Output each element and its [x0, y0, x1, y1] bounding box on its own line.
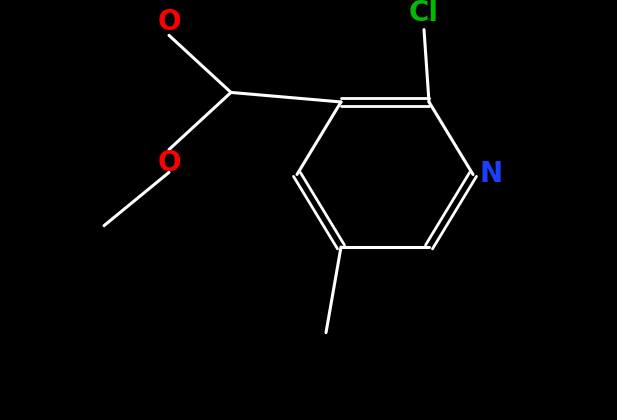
Text: O: O — [157, 149, 181, 177]
Text: Cl: Cl — [409, 0, 439, 26]
Text: O: O — [157, 8, 181, 36]
Text: N: N — [479, 160, 503, 189]
